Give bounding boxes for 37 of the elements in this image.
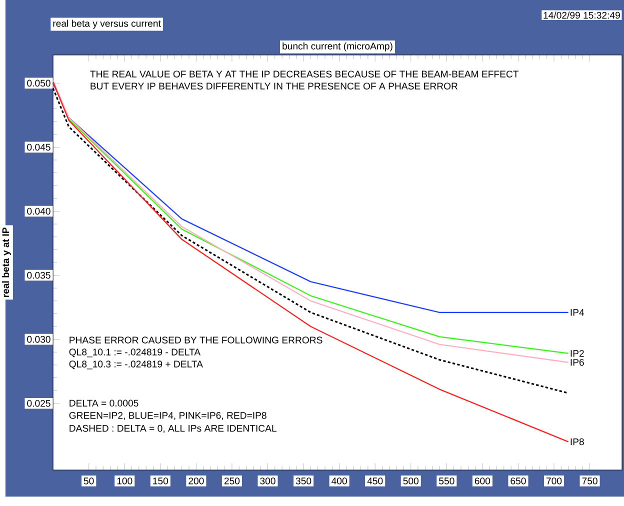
x-tick-label: 300 bbox=[260, 478, 276, 484]
x-tick-label: 150 bbox=[153, 478, 168, 484]
annotation: DASHED : DELTA = 0, ALL IPs ARE IDENTICAL bbox=[70, 424, 276, 433]
x-axis-title: bunch current (microAmp) bbox=[282, 42, 392, 52]
x-tick-label: 50 bbox=[84, 478, 94, 484]
x-tick-label: 450 bbox=[367, 478, 383, 484]
x-tick-label: 200 bbox=[188, 478, 204, 484]
x-tick-label: 350 bbox=[296, 478, 312, 484]
annotation: QL8_10.3 := -.024819 + DELTA bbox=[69, 360, 203, 370]
series-label: IP4 bbox=[570, 309, 584, 316]
x-tick-label: 700 bbox=[546, 478, 562, 484]
x-tick-label: 750 bbox=[582, 478, 598, 484]
annotation: THE REAL VALUE OF BETA Y AT THE IP DECREASES BECAUSE OF THE BEAM-BEAM EFFECT bbox=[90, 70, 519, 78]
y-tick-label: 0.035 bbox=[27, 272, 50, 279]
x-tick-label: 250 bbox=[224, 478, 240, 484]
x-tick-label: 600 bbox=[474, 478, 490, 484]
series-label: IP6 bbox=[570, 359, 584, 366]
y-axis-title: real beta y at IP bbox=[2, 228, 11, 298]
x-tick-label: 100 bbox=[117, 478, 132, 484]
text: 14/02/99 15:32:49 bbox=[544, 12, 620, 19]
y-tick-label: 0.040 bbox=[27, 208, 50, 215]
y-tick-label: 0.045 bbox=[27, 144, 50, 151]
series-label: IP8 bbox=[570, 438, 584, 446]
annotation: BUT EVERY IP BEHAVES DIFFERENTLY IN THE PRESENCE OF A PHASE ERROR bbox=[90, 82, 458, 90]
annotation: DELTA = 0.0005 bbox=[70, 400, 138, 407]
x-tick-label: 500 bbox=[403, 478, 418, 484]
x-tick-label: 650 bbox=[510, 478, 526, 484]
series-label: IP2 bbox=[570, 350, 584, 357]
x-tick-label: 550 bbox=[439, 478, 454, 484]
y-tick-label: 0.050 bbox=[27, 80, 50, 87]
annotation: GREEN=IP2, BLUE=IP4, PINK=IP6, RED=IP8 bbox=[69, 412, 266, 420]
y-tick-label: 0.030 bbox=[27, 336, 50, 343]
chart-title: real beta y versus current bbox=[53, 20, 161, 29]
x-tick-label: 400 bbox=[332, 478, 347, 484]
y-tick-label: 0.025 bbox=[27, 400, 50, 407]
annotation: QL8_10.1 := -.024819 - DELTA bbox=[69, 348, 201, 358]
annotation: PHASE ERROR CAUSED BY THE FOLLOWING ERRORS bbox=[70, 336, 322, 344]
